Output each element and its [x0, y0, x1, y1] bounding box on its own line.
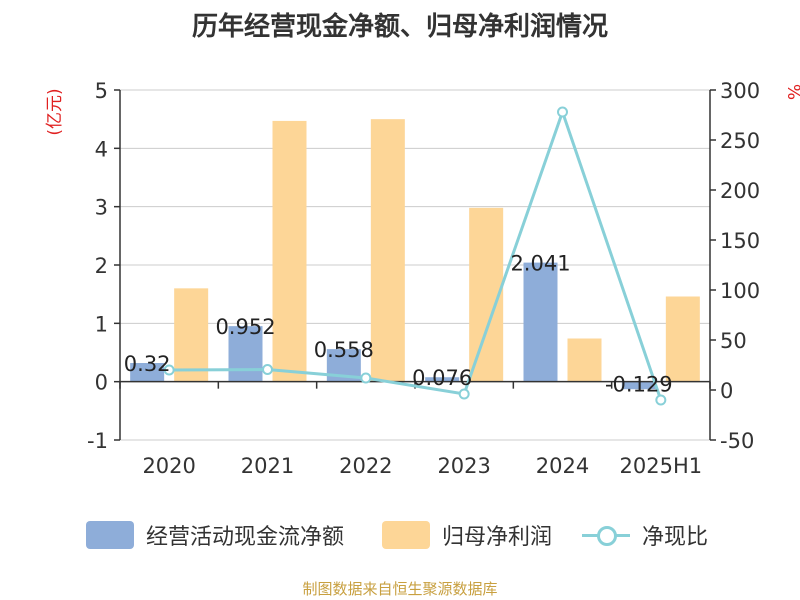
left-tick-label: -1	[87, 429, 108, 453]
cashflow-data-label: 0.952	[215, 315, 275, 339]
grid-lines	[120, 89, 710, 441]
legend-item-ratio[interactable]: 净现比	[582, 518, 708, 552]
ratio-swatch	[582, 521, 630, 549]
right-tick-label: 200	[720, 179, 760, 203]
right-axis-unit: %	[783, 84, 800, 100]
cashflow-bar	[621, 381, 656, 390]
ratio-point	[360, 372, 372, 384]
ratio-point	[458, 388, 470, 400]
legend-label-ratio: 净现比	[642, 525, 709, 550]
cashflow-bar	[425, 377, 460, 382]
ratio-point	[557, 106, 568, 118]
ratio-point	[655, 394, 667, 406]
left-tick-label: 1	[95, 312, 108, 336]
right-tick-label: 50	[720, 329, 747, 353]
netprofit-bar	[174, 288, 209, 382]
line-layer	[163, 106, 667, 406]
category-label: 2025H1	[620, 454, 703, 478]
cashflow-bar	[228, 326, 263, 382]
right-tick-label: 0	[720, 379, 733, 403]
legend-label-cashflow: 经营活动现金流净额	[146, 525, 345, 550]
ratio-point	[163, 364, 175, 376]
axes: -1 0 1 2 3 4 5 -50 0 50 100 150 200 250 300 2020 2021 202…	[87, 79, 760, 478]
cashflow-bar	[523, 262, 558, 382]
netprofit-swatch	[382, 521, 430, 549]
left-tick-label: 5	[95, 79, 108, 103]
legend-item-netprofit[interactable]: 归母净利润	[382, 518, 552, 552]
left-tick-label: 4	[95, 137, 108, 161]
netprofit-bar	[370, 119, 405, 382]
category-label: 2020	[142, 454, 195, 478]
cashflow-data-label: 0.076	[412, 366, 472, 390]
right-tick-label: 300	[720, 79, 760, 103]
right-tick-label: 250	[720, 129, 760, 153]
legend-item-cashflow[interactable]: 经营活动现金流净额	[86, 518, 344, 552]
left-tick-label: 0	[95, 371, 108, 395]
left-tick-label: 2	[95, 254, 108, 278]
right-tick-label: 150	[720, 229, 760, 253]
cashflow-data-label: 2.041	[510, 252, 570, 276]
category-label: 2024	[536, 454, 589, 478]
ratio-line	[169, 107, 663, 401]
ratio-point	[262, 364, 273, 375]
legend-label-netprofit: 归母净利润	[442, 525, 553, 550]
netprofit-bar	[665, 296, 700, 382]
cashflow-bar	[130, 363, 165, 382]
netprofit-bar	[567, 338, 602, 382]
bar-layer	[130, 119, 700, 390]
right-tick-label: -50	[720, 429, 754, 453]
category-label: 2023	[437, 454, 490, 478]
left-tick-label: 3	[95, 196, 108, 220]
netprofit-bar	[272, 120, 307, 382]
cashflow-data-label: 0.558	[314, 338, 374, 362]
right-tick-label: 100	[720, 279, 760, 303]
chart-title: 历年经营现金净额、归母净利润情况	[191, 12, 608, 42]
cashflow-data-label: -0.129	[605, 373, 673, 397]
category-label: 2021	[241, 454, 294, 478]
cashflow-data-label: 0.32	[124, 352, 171, 376]
data-source-note: 制图数据来自恒生聚源数据库	[302, 580, 498, 598]
category-label: 2022	[339, 454, 392, 478]
data-labels: 0.32 0.952 0.558 0.076 2.041 -0.129	[124, 252, 673, 397]
left-axis-unit: (亿元)	[45, 88, 65, 135]
cashflow-swatch	[86, 521, 134, 549]
